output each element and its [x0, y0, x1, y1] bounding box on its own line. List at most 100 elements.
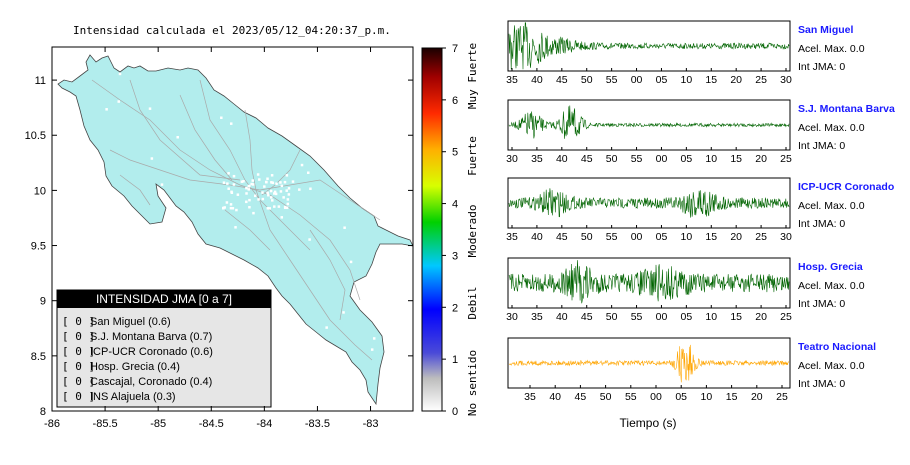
station-dot	[345, 80, 348, 83]
waveform-tick-label: 25	[780, 153, 792, 165]
waveform-panel: 30 35 40 45 50 55 00 05 10 15 20 25 S.J. Montana Bar…	[506, 99, 895, 165]
waveform-tick-label: 45	[556, 231, 568, 243]
station-int: Int JMA: 0	[798, 61, 845, 73]
station-dot	[285, 174, 289, 177]
station-int: Int JMA: 0	[798, 140, 845, 152]
waveform-tick-label: 50	[581, 74, 593, 86]
map-x-tick-label: -85.5	[93, 418, 118, 430]
station-dot	[116, 286, 119, 289]
station-dot	[300, 163, 304, 167]
waveform-tick-label: 30	[506, 311, 518, 323]
waveform-trace	[508, 105, 790, 139]
station-dot	[275, 107, 279, 111]
waveform-tick-label: 20	[730, 74, 742, 86]
waveform-tick-label: 25	[776, 391, 788, 403]
station-dot	[226, 182, 229, 185]
station-dot	[286, 202, 290, 206]
waveform-tick-label: 10	[705, 153, 717, 165]
station-dot	[291, 180, 295, 183]
waveform-tick-label: 55	[625, 391, 637, 403]
station-dot	[266, 177, 269, 180]
waveform-trace	[508, 260, 790, 304]
colorbar-level-label: Debil	[466, 286, 479, 319]
station-dot	[308, 238, 311, 241]
waveform-tick-label: 10	[681, 74, 693, 86]
station-dot	[310, 334, 314, 338]
waveform-tick-label: 20	[730, 231, 742, 243]
road-network	[91, 79, 381, 361]
colorbar: 0 1 2 3 4 5 6 7 No sentido Debil Moderado Fuerte Mu…	[421, 43, 479, 418]
map-y-tick-label: 8	[40, 406, 46, 418]
waveform-tick-label: 35	[506, 231, 518, 243]
station-dot	[229, 206, 233, 210]
waveform-tick-label: 15	[730, 311, 742, 323]
waveform-tick-label: 15	[730, 153, 742, 165]
station-dot	[272, 314, 275, 317]
station-dots	[105, 72, 376, 351]
station-int: Int JMA: 0	[798, 298, 845, 310]
station-dot	[256, 173, 260, 176]
waveform-tick-label: 35	[524, 391, 536, 403]
waveform-panels: 35 40 45 50 55 00 05 10 15 20 25 30 San Miguel Acel. …	[506, 20, 895, 403]
waveform-tick-label: 45	[556, 74, 568, 86]
station-accel: Acel. Max. 0.0	[798, 200, 865, 212]
station-dot	[164, 273, 167, 277]
waveform-tick-label: 10	[701, 391, 713, 403]
waveform-tick-label: 05	[656, 74, 668, 86]
legend-item-label: S.J. Montana Barva (0.7)	[90, 331, 212, 343]
waveform-tick-label: 50	[581, 231, 593, 243]
station-dot	[261, 197, 265, 201]
map-x-tick-label: -86	[44, 418, 60, 430]
legend-item-label: Cascajal, Coronado (0.4)	[90, 376, 212, 388]
station-dot	[251, 179, 255, 182]
waveform-tick-label: 35	[531, 153, 543, 165]
station-dot	[229, 203, 233, 206]
station-dot	[247, 188, 251, 191]
colorbar-tick-label: 3	[452, 250, 458, 262]
station-dot	[279, 181, 282, 184]
station-dot	[268, 207, 272, 210]
legend-item-mark: [ 0 ]	[62, 330, 95, 343]
station-dot	[251, 183, 255, 186]
station-dot	[285, 189, 288, 192]
station-dot	[285, 206, 289, 210]
waveform-tick-label: 30	[780, 74, 792, 86]
waveform-tick-label: 20	[755, 311, 767, 323]
waveform-tick-label: 10	[681, 231, 693, 243]
station-dot	[263, 185, 266, 188]
legend-item-mark: [ 0 ]	[62, 360, 95, 373]
waveform-tick-label: 20	[751, 391, 763, 403]
station-dot	[372, 337, 376, 340]
colorbar-tick-label: 6	[452, 95, 458, 107]
waveform-tick-label: 00	[650, 391, 662, 403]
waveform-tick-label: 55	[606, 231, 618, 243]
station-dot	[230, 190, 233, 194]
waveform-tick-label: 25	[780, 311, 792, 323]
station-dot	[131, 262, 135, 266]
station-accel: Acel. Max. 0.0	[798, 43, 865, 55]
waveform-tick-label: 55	[631, 153, 643, 165]
station-dot	[298, 188, 301, 191]
legend-item-mark: [ 0 ]	[62, 315, 95, 328]
waveform-tick-label: 05	[675, 391, 687, 403]
waveform-panel: 35 40 45 50 55 00 05 10 15 20 25 30 San Miguel Acel. …	[506, 20, 865, 86]
station-dot	[273, 192, 276, 195]
waveform-tick-label: 30	[780, 231, 792, 243]
station-dot	[297, 321, 301, 324]
station-dot	[247, 185, 251, 188]
station-dot	[236, 193, 240, 196]
station-dot	[234, 226, 237, 229]
colorbar-tick-label: 7	[452, 43, 458, 55]
map-legend: INTENSIDAD JMA [0 a 7] [ 0 ]San Miguel (…	[56, 289, 272, 408]
station-dot	[305, 77, 308, 80]
map-x-tick-label: -83	[363, 418, 379, 430]
station-dot	[150, 157, 154, 160]
station-dot	[242, 180, 245, 183]
station-dot	[176, 136, 179, 139]
station-name: San Miguel	[798, 24, 854, 36]
station-dot	[271, 199, 274, 202]
station-dot	[269, 196, 273, 199]
station-dot	[275, 182, 278, 185]
station-dot	[151, 272, 155, 275]
station-dot	[235, 208, 238, 212]
